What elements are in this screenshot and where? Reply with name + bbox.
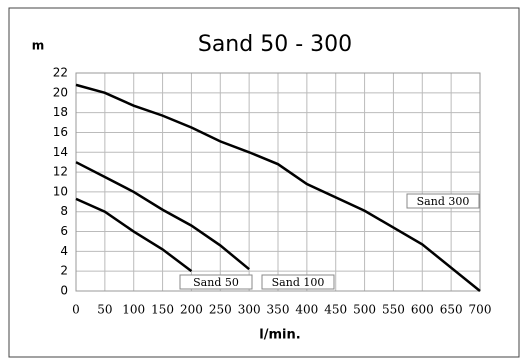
y-tick-label: 10 <box>53 184 68 198</box>
x-tick-label: 0 <box>72 303 80 317</box>
y-tick-label: 20 <box>53 85 68 99</box>
y-tick-label: 4 <box>60 244 68 258</box>
y-tick-label: 12 <box>53 165 68 179</box>
x-tick-label: 600 <box>411 303 434 317</box>
x-tick-label: 250 <box>209 303 232 317</box>
y-tick-label: 16 <box>53 125 68 139</box>
y-tick-label: 2 <box>60 264 68 278</box>
chart-title: Sand 50 - 300 <box>198 32 352 57</box>
y-axis-label: m <box>32 39 45 53</box>
legend-label: Sand 100 <box>272 276 325 289</box>
legend-box <box>179 274 253 290</box>
series-line <box>75 83 481 292</box>
x-tick-label: 50 <box>97 303 112 317</box>
y-tick-label: 22 <box>53 66 68 80</box>
legend-box <box>406 193 480 209</box>
x-tick-label: 500 <box>353 303 376 317</box>
x-tick-label: 700 <box>469 303 492 317</box>
x-tick-label: 450 <box>324 303 347 317</box>
chart-frame <box>8 7 520 358</box>
x-tick-label: 300 <box>238 303 261 317</box>
y-tick-label: 14 <box>53 145 68 159</box>
legend-label: Sand 50 <box>193 276 239 289</box>
y-tick-label: 8 <box>60 204 68 218</box>
series-line <box>75 161 250 271</box>
x-tick-label: 150 <box>151 303 174 317</box>
y-tick-label: 0 <box>60 284 68 298</box>
x-tick-label: 200 <box>180 303 203 317</box>
legend-label: Sand 300 <box>417 195 470 208</box>
x-axis-label: l/min. <box>259 328 300 343</box>
plot-border <box>75 72 481 292</box>
x-tick-label: 350 <box>267 303 290 317</box>
legend-box <box>261 274 335 290</box>
x-tick-label: 650 <box>440 303 463 317</box>
x-tick-label: 100 <box>122 303 145 317</box>
y-tick-label: 18 <box>53 105 68 119</box>
x-tick-label: 400 <box>295 303 318 317</box>
series-line <box>75 197 193 273</box>
x-tick-label: 550 <box>382 303 405 317</box>
y-tick-label: 6 <box>60 224 68 238</box>
